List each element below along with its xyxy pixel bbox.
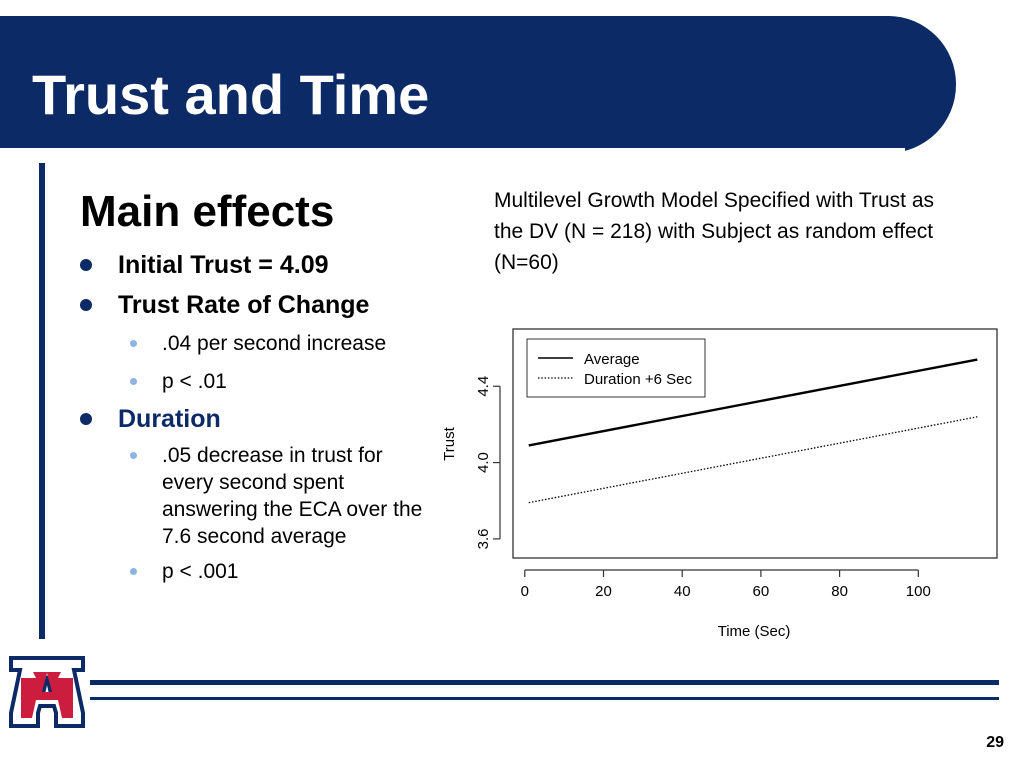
x-axis: 0 20 40 60 80 100	[521, 569, 931, 600]
logo-letter-a-red	[21, 672, 73, 718]
sub-bullet-label: .04 per second increase	[162, 332, 387, 355]
x-axis-label: Time (Sec)	[718, 623, 791, 640]
bullet-dot-icon	[80, 299, 92, 311]
plot-frame	[512, 328, 998, 559]
section-heading: Main effects	[80, 187, 335, 236]
y-tick-label: 4.4	[475, 376, 492, 397]
sub-bullet-label: p < .01	[162, 370, 227, 393]
sub-bullet-label: p < .001	[162, 560, 239, 583]
footer-rule-bottom	[90, 697, 999, 700]
legend-label-duration: Duration +6 Sec	[584, 371, 692, 388]
sub-bullet-dot-icon	[130, 452, 137, 459]
university-logo	[9, 656, 85, 728]
bullet-dot-icon	[80, 413, 92, 425]
legend: Average Duration +6 Sec	[526, 338, 706, 398]
chart-caption: Multilevel Growth Model Specified with T…	[494, 189, 935, 274]
x-tick-label: 80	[831, 583, 848, 600]
x-tick-label: 60	[753, 583, 770, 600]
legend-label-average: Average	[584, 351, 640, 368]
x-tick-label: 20	[595, 583, 612, 600]
footer-rule-top	[90, 680, 999, 685]
bullet-label: Trust Rate of Change	[118, 291, 370, 319]
legend-box	[526, 338, 706, 398]
page-number: 29	[986, 734, 1004, 751]
y-tick-label: 3.6	[475, 528, 492, 549]
sub-bullet-label: .05 decrease in trust for every second s…	[162, 444, 423, 548]
sub-bullet-dot-icon	[130, 568, 137, 575]
bullet-label: Duration	[118, 405, 221, 433]
trust-time-chart: 0 20 40 60 80 100 3.6 4.0 4.4 Average Duration …	[430, 322, 1010, 652]
left-vertical-rule	[39, 163, 45, 639]
x-tick-label: 100	[906, 583, 931, 600]
chart-background	[430, 322, 1010, 652]
slide-title: Trust and Time	[32, 63, 430, 126]
y-axis-label: Trust	[441, 426, 458, 460]
title-banner: Trust and Time	[0, 16, 956, 153]
series-lines	[528, 358, 978, 504]
y-tick-label: 4.0	[475, 452, 492, 473]
bullet-dot-icon	[80, 259, 92, 271]
series-line-duration-plus-6-sec	[528, 416, 978, 504]
series-line-average	[528, 358, 978, 447]
bullet-label: Initial Trust = 4.09	[118, 251, 329, 279]
title-underline	[0, 148, 905, 153]
x-tick-label: 0	[521, 583, 529, 600]
sub-bullet-dot-icon	[130, 378, 137, 385]
y-axis: 3.6 4.0 4.4	[475, 376, 501, 549]
sub-bullet-dot-icon	[130, 340, 137, 347]
x-tick-label: 40	[674, 583, 691, 600]
